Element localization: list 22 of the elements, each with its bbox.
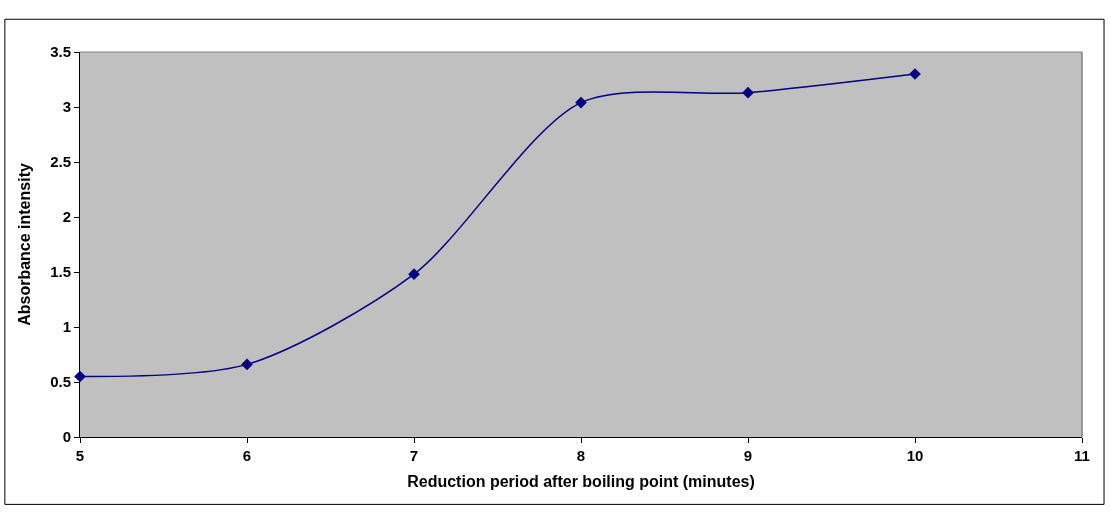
point — [575, 96, 587, 109]
y-tick-label: 3 — [62, 98, 71, 116]
x-tick-label: 5 — [75, 447, 85, 464]
y-tick-label: 3.5 — [50, 43, 71, 61]
point — [241, 358, 253, 371]
x-tick-label: 8 — [576, 447, 586, 464]
y-tick-label: 1.5 — [50, 263, 71, 281]
x-tick-label: 9 — [743, 447, 753, 464]
y-tick-label: 0.5 — [50, 373, 71, 391]
y-tick-label: 0 — [62, 428, 71, 446]
point — [408, 268, 420, 281]
point — [742, 86, 754, 99]
x-axis-title: Reduction period after boiling point (minutes) — [407, 472, 755, 490]
x-tick-label: 10 — [906, 447, 924, 464]
x-tick-label: 7 — [409, 447, 419, 464]
x-tick-label: 6 — [242, 447, 252, 464]
y-tick-label: 2 — [62, 208, 71, 226]
y-tick-label: 2.5 — [50, 153, 71, 171]
point — [74, 370, 86, 383]
y-tick-label: 1 — [62, 318, 71, 336]
y-axis-title: Absorbance intensity — [16, 163, 34, 326]
x-tick-label: 11 — [1074, 447, 1090, 464]
